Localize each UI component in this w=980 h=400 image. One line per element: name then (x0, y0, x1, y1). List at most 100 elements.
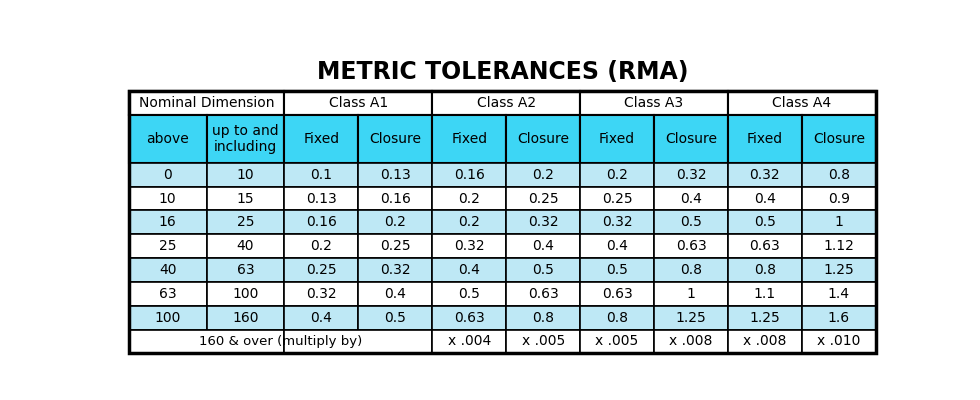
Bar (802, 115, 876, 163)
Text: 0.5: 0.5 (459, 287, 480, 301)
Bar (207, 115, 284, 163)
Bar (359, 234, 432, 258)
Text: x .008: x .008 (669, 334, 712, 348)
Bar (728, 210, 802, 234)
Text: 1: 1 (834, 216, 843, 230)
Text: Class A2: Class A2 (476, 96, 536, 110)
Bar (654, 115, 728, 163)
Text: 0.63: 0.63 (528, 287, 559, 301)
Text: 0.32: 0.32 (528, 216, 559, 230)
Bar (728, 91, 876, 115)
Bar (507, 330, 580, 353)
Text: 10: 10 (159, 192, 176, 206)
Text: 100: 100 (232, 287, 259, 301)
Bar (128, 258, 207, 282)
Bar (128, 186, 207, 210)
Bar (284, 163, 359, 186)
Bar (432, 186, 507, 210)
Text: 0.5: 0.5 (680, 216, 702, 230)
Text: 16: 16 (159, 216, 176, 230)
Text: 0.9: 0.9 (828, 192, 850, 206)
Text: Fixed: Fixed (304, 132, 339, 146)
Bar (802, 210, 876, 234)
Bar (284, 306, 359, 330)
Text: x .010: x .010 (817, 334, 860, 348)
Text: Class A3: Class A3 (624, 96, 684, 110)
Text: 0.32: 0.32 (380, 263, 411, 277)
Bar (728, 163, 802, 186)
Bar (359, 115, 432, 163)
Bar (284, 186, 359, 210)
Bar (802, 186, 876, 210)
Bar (432, 306, 507, 330)
Text: Closure: Closure (812, 132, 864, 146)
Text: 1.6: 1.6 (828, 311, 850, 325)
Text: x .005: x .005 (596, 334, 639, 348)
Bar (128, 306, 207, 330)
Text: above: above (146, 132, 189, 146)
Text: 0.8: 0.8 (606, 311, 628, 325)
Bar (580, 115, 654, 163)
Bar (580, 258, 654, 282)
Bar (284, 234, 359, 258)
Text: 0.63: 0.63 (675, 239, 707, 253)
Bar (507, 234, 580, 258)
Bar (432, 330, 507, 353)
Text: 25: 25 (237, 216, 254, 230)
Bar (207, 186, 284, 210)
Text: 0.16: 0.16 (454, 168, 485, 182)
Text: 0.25: 0.25 (380, 239, 411, 253)
Bar (207, 306, 284, 330)
Text: 63: 63 (159, 287, 176, 301)
Text: 160 & over (multiply by): 160 & over (multiply by) (199, 335, 363, 348)
Bar (802, 163, 876, 186)
Text: x .008: x .008 (743, 334, 787, 348)
Text: 1.12: 1.12 (823, 239, 855, 253)
Text: 0: 0 (164, 168, 172, 182)
Bar (128, 91, 876, 353)
Text: 0.16: 0.16 (306, 216, 337, 230)
Bar (654, 282, 728, 306)
Bar (654, 306, 728, 330)
Text: 0.25: 0.25 (528, 192, 559, 206)
Text: 15: 15 (237, 192, 255, 206)
Text: 0.4: 0.4 (384, 287, 407, 301)
Bar (507, 163, 580, 186)
Bar (128, 91, 876, 115)
Bar (580, 210, 654, 234)
Bar (128, 115, 207, 163)
Bar (507, 186, 580, 210)
Bar (728, 282, 802, 306)
Text: 0.25: 0.25 (602, 192, 632, 206)
Bar (128, 282, 207, 306)
Bar (128, 163, 207, 186)
Bar (802, 234, 876, 258)
Text: 0.63: 0.63 (454, 311, 485, 325)
Text: 1.25: 1.25 (750, 311, 780, 325)
Bar (507, 258, 580, 282)
Text: 0.5: 0.5 (754, 216, 776, 230)
Text: 0.13: 0.13 (306, 192, 337, 206)
Text: 0.2: 0.2 (459, 216, 480, 230)
Bar (128, 330, 284, 353)
Text: Closure: Closure (665, 132, 717, 146)
Text: 0.8: 0.8 (828, 168, 850, 182)
Bar (580, 282, 654, 306)
Bar (654, 210, 728, 234)
Text: 0.4: 0.4 (680, 192, 702, 206)
Text: 0.2: 0.2 (532, 168, 554, 182)
Text: Fixed: Fixed (747, 132, 783, 146)
Text: 0.5: 0.5 (607, 263, 628, 277)
Bar (432, 282, 507, 306)
Bar (802, 330, 876, 353)
Bar (128, 91, 284, 115)
Text: Closure: Closure (517, 132, 569, 146)
Bar (432, 258, 507, 282)
Text: 100: 100 (155, 311, 181, 325)
Text: METRIC TOLERANCES (RMA): METRIC TOLERANCES (RMA) (317, 60, 688, 84)
Text: Class A1: Class A1 (328, 96, 388, 110)
Text: 0.5: 0.5 (384, 311, 407, 325)
Text: Fixed: Fixed (451, 132, 487, 146)
Text: 0.5: 0.5 (532, 263, 554, 277)
Text: Nominal Dimension: Nominal Dimension (139, 96, 274, 110)
